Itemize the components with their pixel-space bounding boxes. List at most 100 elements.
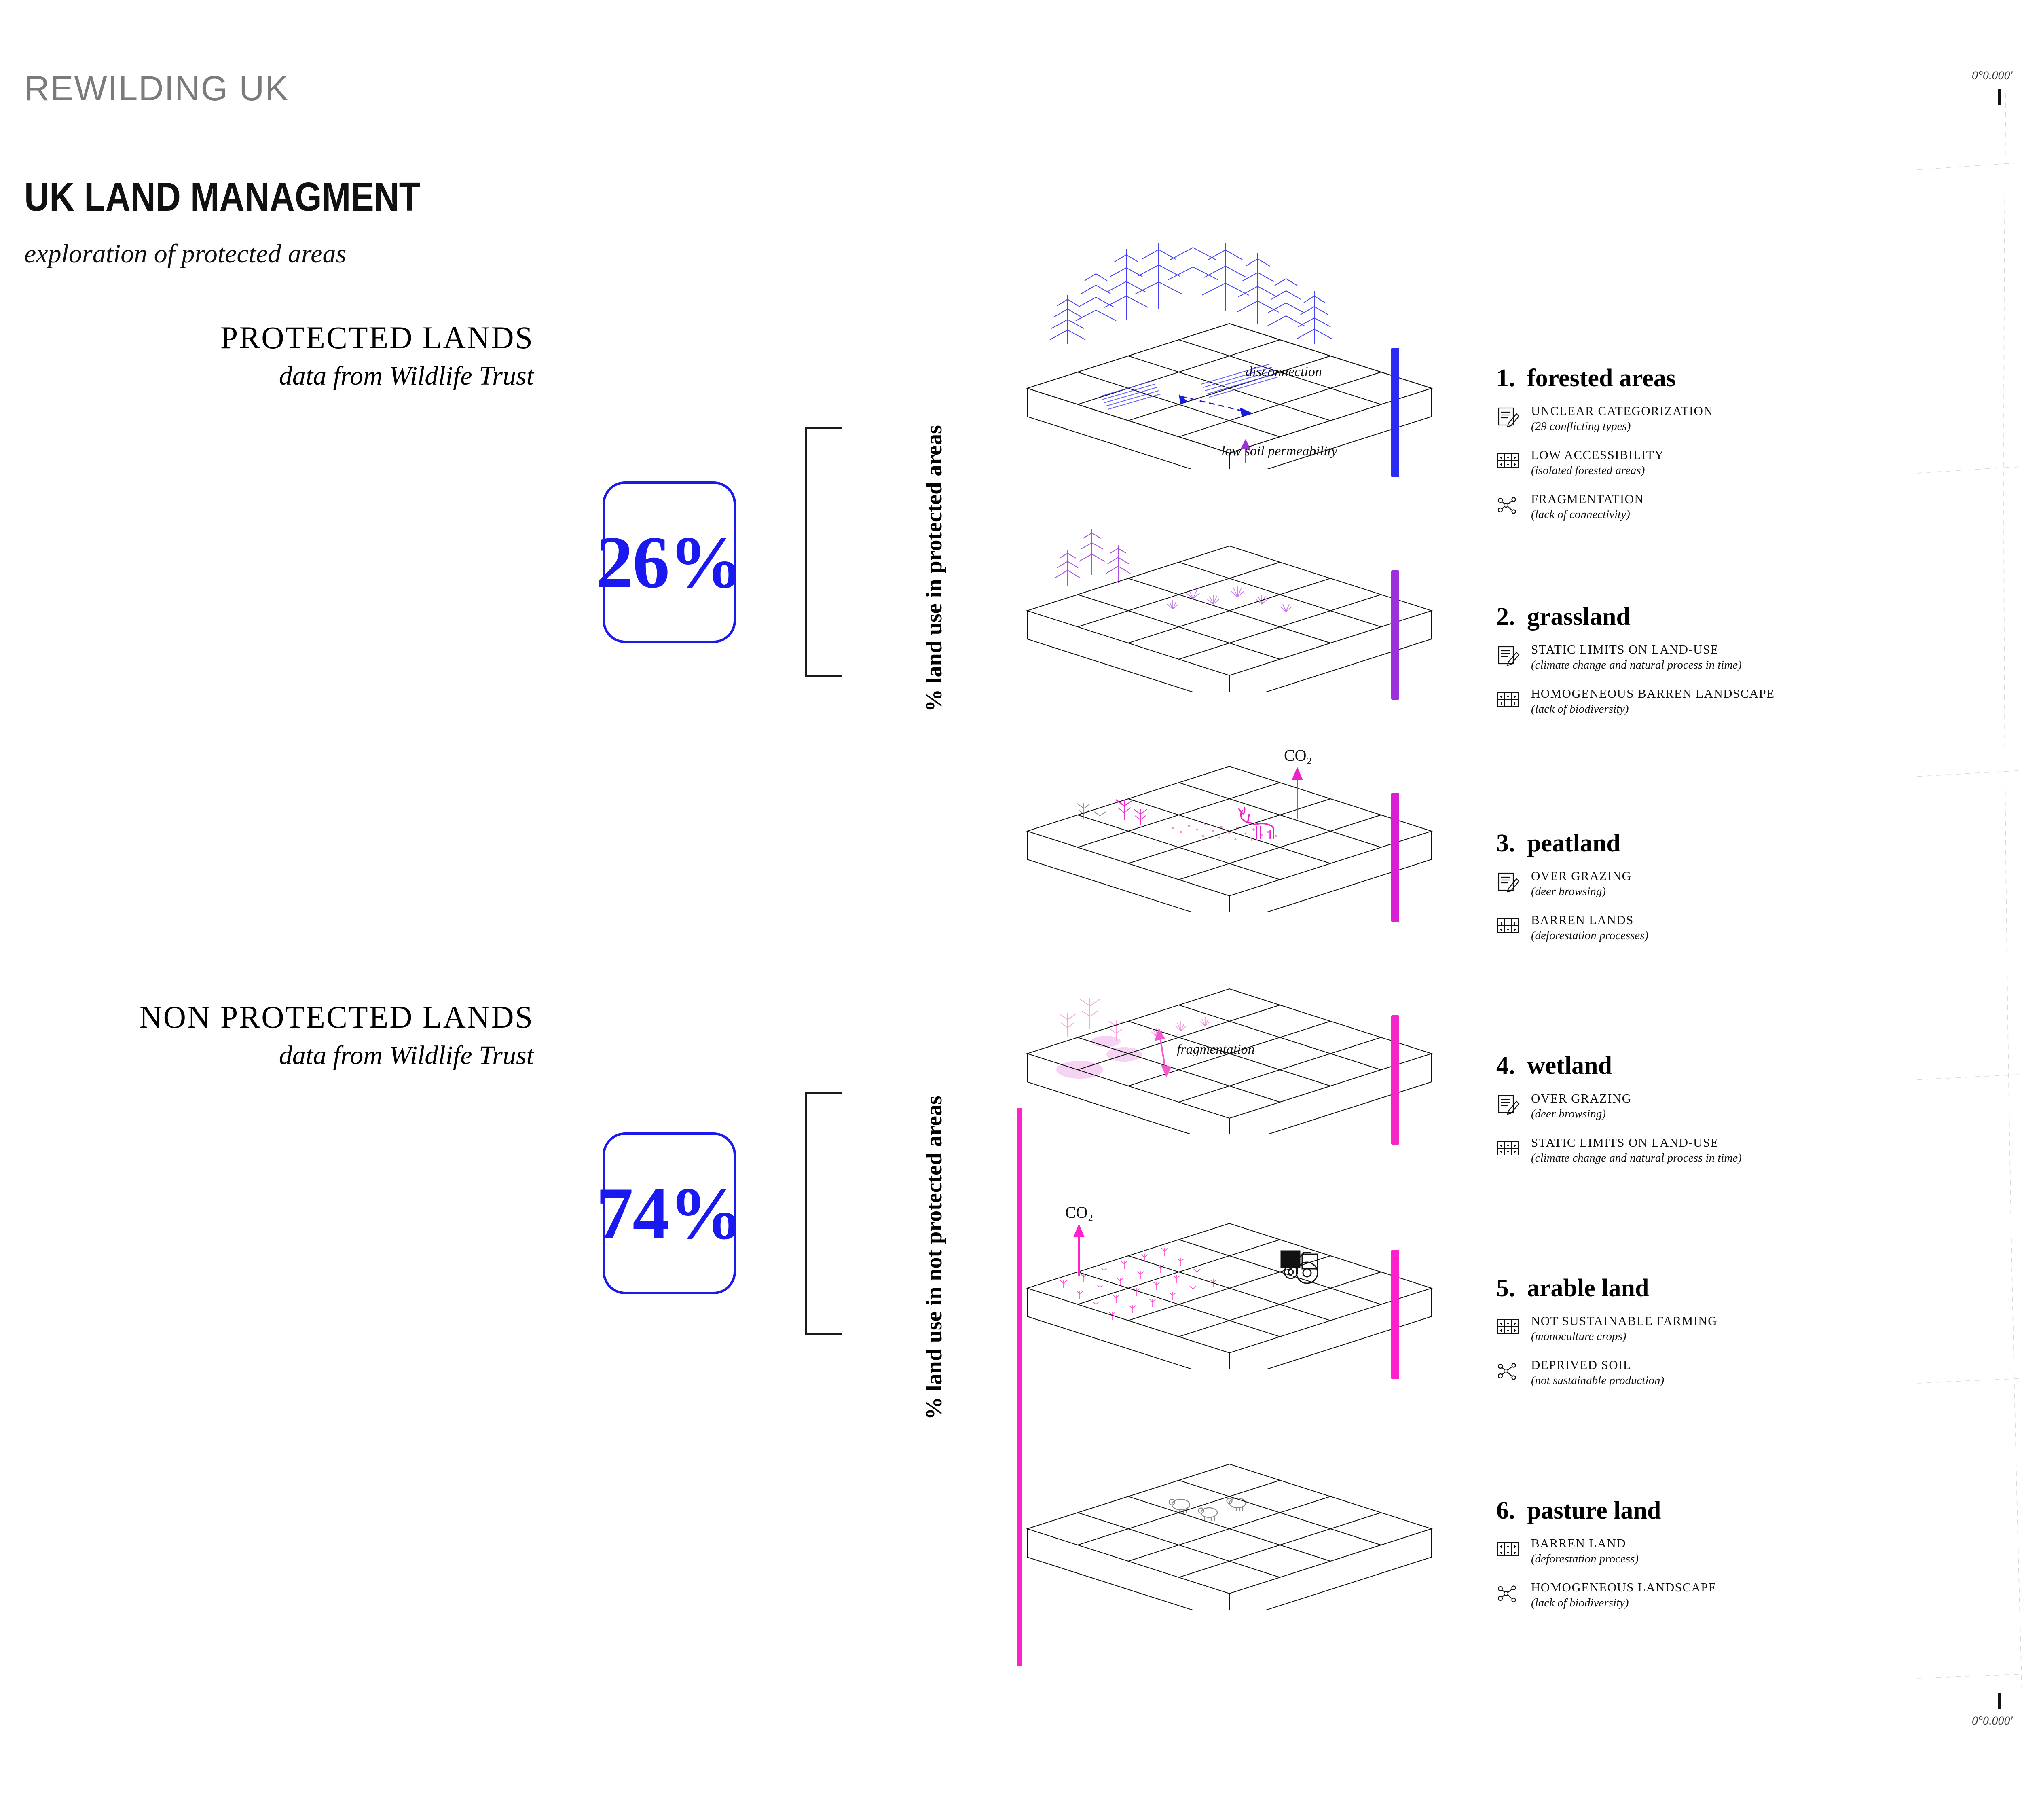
protected-lands-source: data from Wildlife Trust: [279, 361, 534, 391]
issue-note: (climate change and natural process in t…: [1531, 1151, 1742, 1164]
spine-wetland: [1391, 1015, 1399, 1145]
legend-row: FRAGMENTATION (lack of connectivity): [1496, 491, 1941, 522]
legend-title-1: 1. forested areas: [1496, 364, 1941, 393]
map-tick-top-0: 0°0.000': [1972, 69, 2013, 82]
connectivity-nodes-icon: [1496, 1581, 1520, 1605]
landscape-grid-icon: [1496, 1136, 1520, 1160]
issue-label: HOMOGENEOUS LANDSCAPE: [1531, 1580, 1717, 1594]
axis-label-non-protected: % land use in not protected areas: [922, 1096, 947, 1420]
landscape-grid-icon: [1496, 449, 1520, 472]
legend-row: NOT SUSTAINABLE FARMING (monoculture cro…: [1496, 1313, 1941, 1344]
percent-value-protected: 26%: [596, 521, 743, 603]
page-subtitle: exploration of protected areas: [24, 239, 347, 269]
issue-label: BARREN LANDS: [1531, 913, 1634, 927]
issue-note: (monoculture crops): [1531, 1329, 1626, 1343]
section-heading-protected: PROTECTED LANDS data from Wildlife Trust: [137, 320, 534, 392]
section-heading-non-protected: NON PROTECTED LANDS data from Wildlife T…: [137, 999, 534, 1071]
axis-label-protected: % land use in protected areas: [922, 425, 947, 712]
legend-group-arable-land: 5. arable land NOT SUSTAINABLE FARMING (…: [1496, 1274, 1941, 1401]
iso-layer-wetland[interactable]: fragmentation: [1019, 908, 1440, 1134]
connectivity-nodes-icon: [1496, 1359, 1520, 1382]
issue-note: (climate change and natural process in t…: [1531, 658, 1742, 671]
protected-lands-title: PROTECTED LANDS: [220, 320, 534, 355]
isometric-stack: disconnection low soil permeability: [1003, 218, 1545, 1699]
legend-name-2: grassland: [1527, 603, 1630, 631]
landscape-grid-icon: [1496, 688, 1520, 711]
percent-badge-protected: 26%: [596, 481, 743, 643]
legend-group-wetland: 4. wetland OVER GRAZING (deer browsing): [1496, 1052, 1941, 1179]
legend-row: HOMOGENEOUS LANDSCAPE (lack of biodivers…: [1496, 1580, 1941, 1610]
non-protected-lands-source: data from Wildlife Trust: [279, 1041, 534, 1070]
issue-label: STATIC LIMITS ON LAND-USE: [1531, 1135, 1719, 1149]
legend-index-1: 1.: [1496, 364, 1515, 392]
non-protected-lands-title: NON PROTECTED LANDS: [139, 999, 534, 1035]
spine-peatland: [1391, 793, 1399, 922]
issue-note: (deer browsing): [1531, 885, 1606, 898]
legend-group-forested-areas: 1. forested areas UNCLEAR CATEGORIZATION…: [1496, 364, 1941, 535]
legend-title-2: 2. grassland: [1496, 603, 1941, 631]
legend-index-6: 6.: [1496, 1497, 1515, 1524]
issue-label: BARREN LAND: [1531, 1536, 1626, 1550]
legend-name-4: wetland: [1527, 1052, 1612, 1079]
legend-index-3: 3.: [1496, 830, 1515, 857]
legend-row: STATIC LIMITS ON LAND-USE (climate chang…: [1496, 1135, 1941, 1165]
annotation-fragmentation: fragmentation: [1177, 1042, 1255, 1057]
legend-row: DEPRIVED SOIL (not sustainable productio…: [1496, 1357, 1941, 1388]
legend-index-2: 2.: [1496, 603, 1515, 631]
issue-note: (deforestation process): [1531, 1552, 1639, 1565]
issue-note: (isolated forested areas): [1531, 463, 1645, 477]
legend-title-6: 6. pasture land: [1496, 1496, 1941, 1525]
legend-title-4: 4. wetland: [1496, 1052, 1941, 1080]
issue-label: FRAGMENTATION: [1531, 492, 1644, 506]
spine-non-protected-range: [1017, 1108, 1022, 1666]
legend-group-grassland: 2. grassland STATIC LIMITS ON LAND-USE (…: [1496, 603, 1941, 730]
spine-arable: [1391, 1250, 1399, 1379]
legend-row: LOW ACCESSIBILITY (isolated forested are…: [1496, 447, 1941, 478]
percent-value-non-protected: 74%: [596, 1172, 743, 1255]
kicker-text: REWILDING UK: [24, 69, 289, 108]
landmass-ireland: [1901, 49, 2022, 1788]
annotation-co2-peatland: CO₂: [1284, 746, 1312, 764]
legend-title-5: 5. arable land: [1496, 1274, 1941, 1303]
issue-note: (lack of biodiversity): [1531, 702, 1629, 715]
iso-layer-forested-areas[interactable]: disconnection low soil permeability: [1019, 243, 1440, 469]
legend-name-1: forested areas: [1527, 364, 1676, 392]
legend-row: OVER GRAZING (deer browsing): [1496, 868, 1941, 899]
legend-name-5: arable land: [1527, 1274, 1649, 1302]
landmass-great-britain: [1901, 49, 2022, 1788]
document-pencil-icon: [1496, 643, 1520, 667]
iso-layer-pasture-land[interactable]: [1019, 1383, 1440, 1610]
issue-label: OVER GRAZING: [1531, 869, 1632, 883]
issue-label: DEPRIVED SOIL: [1531, 1358, 1632, 1372]
legend-name-3: peatland: [1527, 830, 1620, 857]
legend-group-peatland: 3. peatland OVER GRAZING (deer browsing): [1496, 829, 1941, 957]
issue-note: (not sustainable production): [1531, 1373, 1665, 1387]
issue-note: (lack of connectivity): [1531, 508, 1630, 521]
spine-forested: [1391, 348, 1399, 477]
issue-label: OVER GRAZING: [1531, 1091, 1632, 1105]
iso-layer-peatland[interactable]: CO₂: [1019, 686, 1440, 912]
legend-index-4: 4.: [1496, 1052, 1515, 1079]
legend-row: BARREN LAND (deforestation process): [1496, 1536, 1941, 1566]
annotation-co2-arable: CO₂: [1065, 1203, 1093, 1221]
legend-row: OVER GRAZING (deer browsing): [1496, 1091, 1941, 1121]
legend-index-5: 5.: [1496, 1274, 1515, 1302]
annotation-low-soil-permeability: low soil permeability: [1221, 444, 1338, 459]
map-panel[interactable]: protected areas land managment of protec…: [1901, 49, 2022, 1788]
legend-title-3: 3. peatland: [1496, 829, 1941, 858]
landscape-grid-icon: [1496, 1537, 1520, 1561]
iso-layer-arable-land[interactable]: CO₂: [1019, 1143, 1440, 1369]
issue-note: (29 conflicting types): [1531, 419, 1631, 433]
issue-label: UNCLEAR CATEGORIZATION: [1531, 404, 1713, 418]
connectivity-nodes-icon: [1496, 493, 1520, 516]
issue-note: (lack of biodiversity): [1531, 1596, 1629, 1609]
issue-note: (deforestation processes): [1531, 929, 1649, 942]
uk-protected-areas-map[interactable]: [1901, 49, 2022, 1788]
issue-note: (deer browsing): [1531, 1107, 1606, 1120]
iso-layer-grassland[interactable]: [1019, 465, 1440, 692]
tickmark-bottom-0: [1998, 1693, 2001, 1709]
issue-label: HOMOGENEOUS BARREN LANDSCAPE: [1531, 686, 1775, 700]
map-tick-bottom-0: 0°0.000': [1972, 1714, 2013, 1727]
landscape-grid-icon: [1496, 914, 1520, 938]
